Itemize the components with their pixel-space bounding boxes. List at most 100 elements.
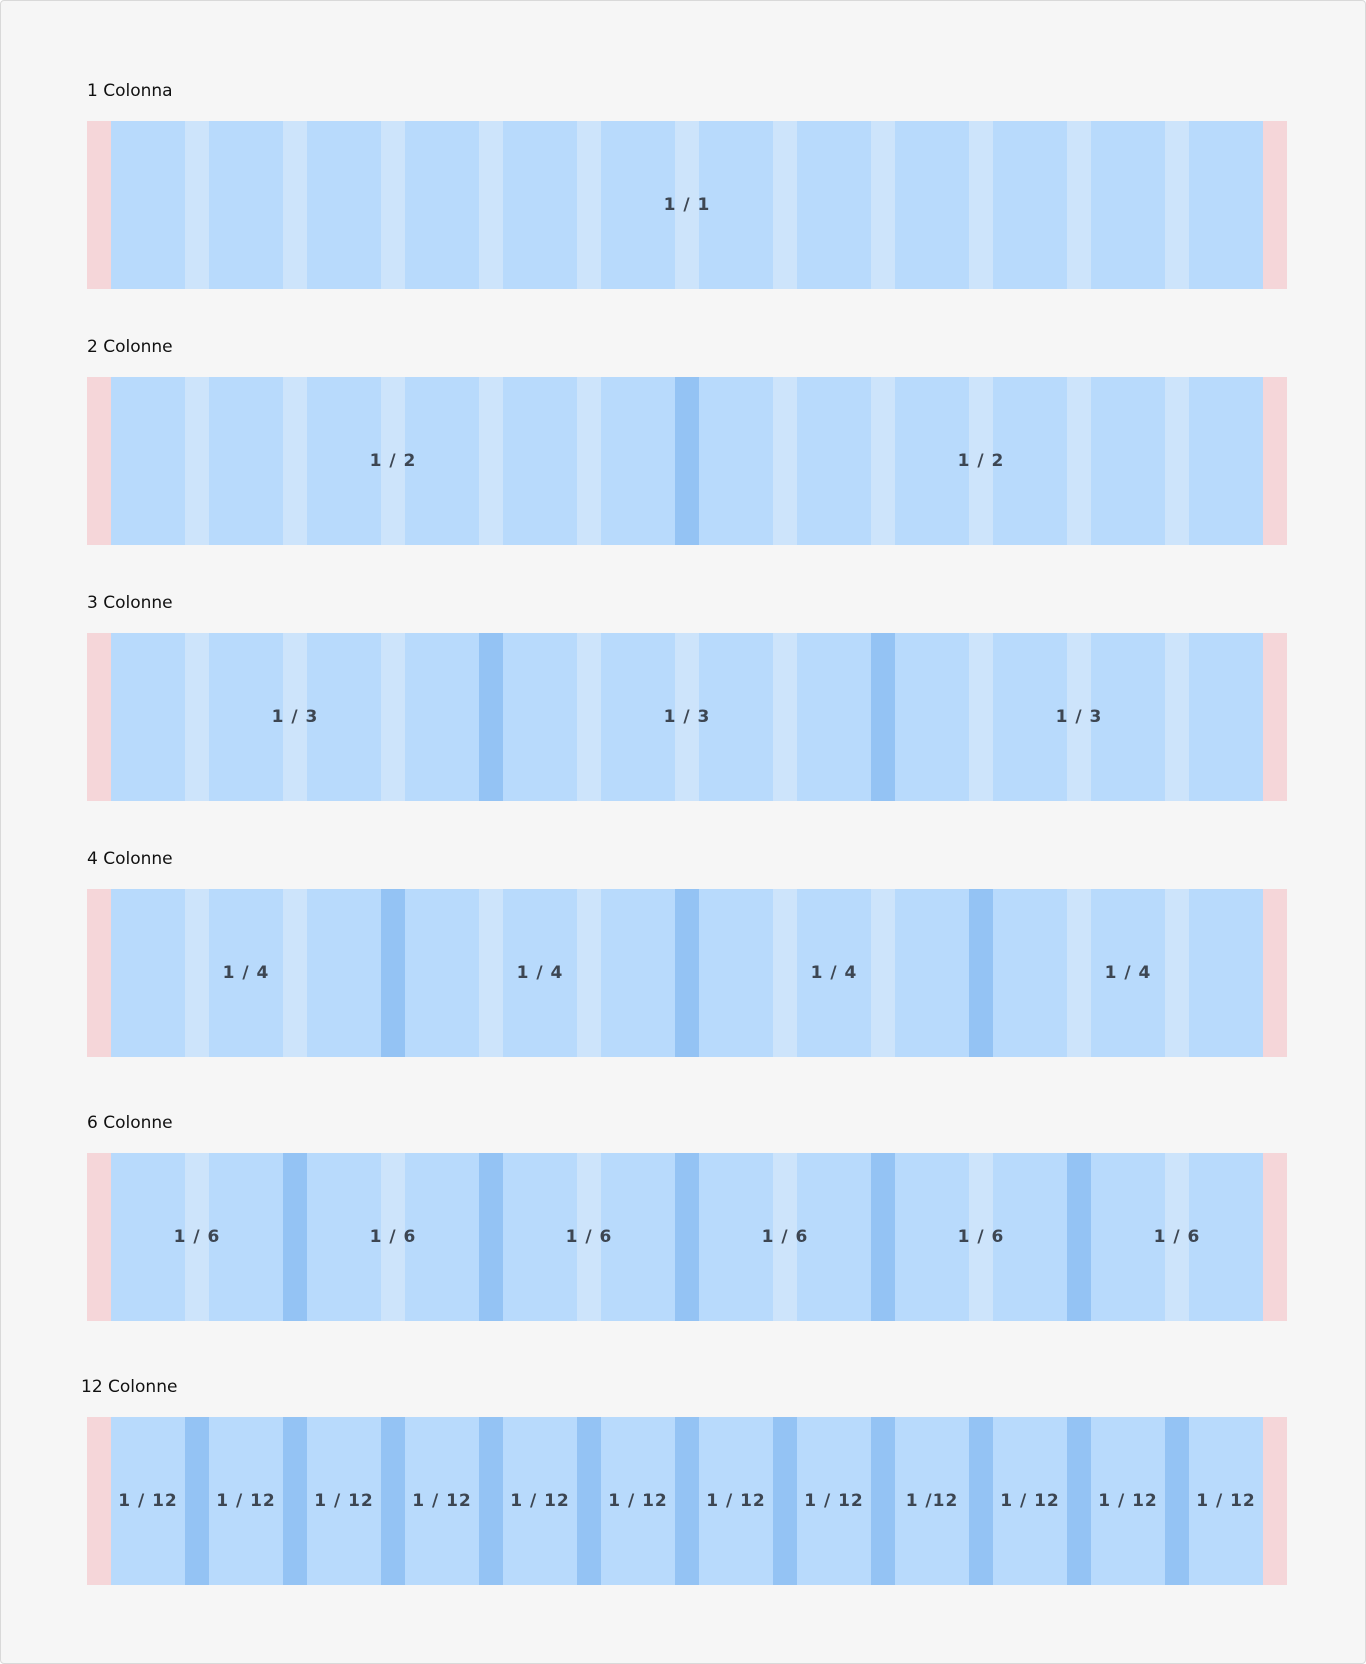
- grid-column: [111, 1417, 185, 1585]
- grid-column: [209, 889, 283, 1057]
- inner-gutter: [479, 377, 503, 545]
- inner-gutter: [577, 889, 601, 1057]
- inner-gutter: [577, 633, 601, 801]
- inner-gutter: [675, 633, 699, 801]
- grid-column: [1091, 1417, 1165, 1585]
- margin-left: [87, 1153, 111, 1321]
- grid-column: [699, 633, 773, 801]
- inner-gutter: [969, 1153, 993, 1321]
- grid-column: [307, 889, 381, 1057]
- split-gutter: [675, 889, 699, 1057]
- grid-column: [895, 121, 969, 289]
- inner-gutter: [283, 633, 307, 801]
- grid-column: [797, 1417, 871, 1585]
- split-gutter: [381, 889, 405, 1057]
- split-gutter: [675, 377, 699, 545]
- inner-gutter: [1067, 633, 1091, 801]
- grid-column: [797, 889, 871, 1057]
- grid-column: [895, 377, 969, 545]
- grid-column: [1189, 1153, 1263, 1321]
- inner-gutter: [1165, 633, 1189, 801]
- grid-column: [503, 1417, 577, 1585]
- grid-column: [209, 121, 283, 289]
- grid-column: [209, 633, 283, 801]
- inner-gutter: [1165, 121, 1189, 289]
- inner-gutter: [381, 377, 405, 545]
- grid-column: [895, 889, 969, 1057]
- margin-right: [1263, 1153, 1287, 1321]
- grid-column: [1189, 377, 1263, 545]
- row-title-4: 4 Colonne: [87, 849, 173, 869]
- inner-gutter: [871, 889, 895, 1057]
- split-gutter: [1165, 1417, 1189, 1585]
- split-gutter: [479, 1153, 503, 1321]
- grid-column: [601, 1417, 675, 1585]
- grid-column: [111, 889, 185, 1057]
- grid-column: [699, 121, 773, 289]
- inner-gutter: [1067, 377, 1091, 545]
- grid-column: [797, 377, 871, 545]
- grid-column: [307, 1417, 381, 1585]
- grid-column: [601, 633, 675, 801]
- grid-column: [503, 377, 577, 545]
- split-gutter: [969, 889, 993, 1057]
- inner-gutter: [1067, 121, 1091, 289]
- grid-column: [405, 1417, 479, 1585]
- inner-gutter: [871, 121, 895, 289]
- grid-column: [307, 121, 381, 289]
- grid-column: [699, 377, 773, 545]
- grid-column: [111, 633, 185, 801]
- inner-gutter: [577, 121, 601, 289]
- grid-column: [601, 1153, 675, 1321]
- row-title-1: 1 Colonna: [87, 81, 173, 101]
- grid-column: [699, 889, 773, 1057]
- margin-left: [87, 121, 111, 289]
- grid-column: [895, 633, 969, 801]
- inner-gutter: [969, 377, 993, 545]
- grid-column: [993, 121, 1067, 289]
- margin-right: [1263, 1417, 1287, 1585]
- grid-column: [503, 121, 577, 289]
- grid-column: [601, 377, 675, 545]
- grid-column: [405, 633, 479, 801]
- split-gutter: [773, 1417, 797, 1585]
- inner-gutter: [283, 377, 307, 545]
- inner-gutter: [185, 121, 209, 289]
- margin-left: [87, 377, 111, 545]
- split-gutter: [283, 1417, 307, 1585]
- split-gutter: [871, 1417, 895, 1585]
- row-title-3: 3 Colonne: [87, 593, 173, 613]
- grid-column: [1189, 889, 1263, 1057]
- split-gutter: [1067, 1417, 1091, 1585]
- inner-gutter: [773, 633, 797, 801]
- row-title-2: 2 Colonne: [87, 337, 173, 357]
- grid-column: [895, 1417, 969, 1585]
- split-gutter: [871, 633, 895, 801]
- grid-row-12: 1 / 12 1 / 12 1 / 12 1 / 12 1 / 12 1 / 12 1 / …: [87, 1417, 1287, 1585]
- grid-column: [111, 377, 185, 545]
- inner-gutter: [1165, 889, 1189, 1057]
- inner-gutter: [969, 121, 993, 289]
- inner-gutter: [1165, 377, 1189, 545]
- inner-gutter: [1067, 889, 1091, 1057]
- grid-row-1: 1 / 1: [87, 121, 1287, 289]
- grid-column: [993, 377, 1067, 545]
- inner-gutter: [969, 633, 993, 801]
- inner-gutter: [185, 377, 209, 545]
- grid-column: [993, 633, 1067, 801]
- grid-column: [1091, 633, 1165, 801]
- grid-column: [405, 1153, 479, 1321]
- inner-gutter: [381, 1153, 405, 1321]
- grid-column: [895, 1153, 969, 1321]
- grid-column: [307, 1153, 381, 1321]
- grid-column: [797, 633, 871, 801]
- grid-column: [1091, 121, 1165, 289]
- split-gutter: [381, 1417, 405, 1585]
- inner-gutter: [283, 121, 307, 289]
- inner-gutter: [577, 1153, 601, 1321]
